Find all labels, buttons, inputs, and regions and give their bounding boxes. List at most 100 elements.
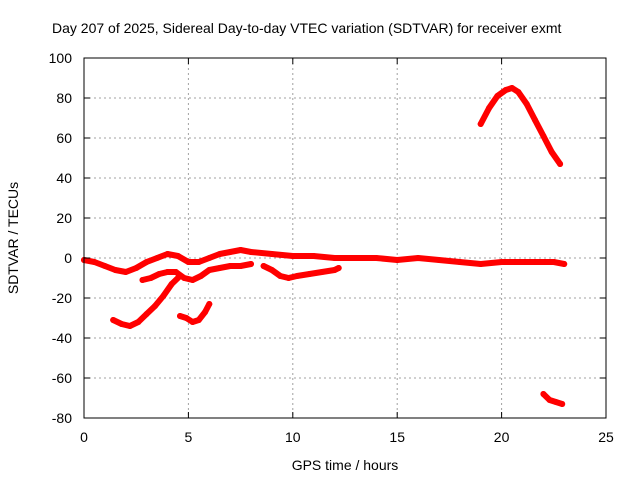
data-point	[477, 261, 484, 267]
data-point	[546, 397, 553, 403]
data-point	[306, 271, 313, 277]
data-point	[486, 105, 493, 111]
data-point	[540, 391, 547, 397]
data-point	[143, 259, 150, 265]
grid	[84, 58, 606, 418]
data-point	[156, 271, 163, 277]
y-tick-label: -80	[52, 410, 72, 426]
data-point	[189, 319, 196, 325]
series-track-e	[477, 85, 564, 167]
data-point	[559, 401, 566, 407]
data-point	[110, 317, 117, 323]
data-point	[498, 259, 505, 265]
data-point	[509, 85, 515, 91]
data-point	[319, 269, 325, 275]
data-point	[172, 269, 179, 275]
y-tick-label: -40	[52, 330, 72, 346]
y-tick-label: 60	[56, 130, 72, 146]
data-point	[268, 251, 275, 257]
data-point	[550, 259, 557, 265]
y-tick-label: 0	[64, 250, 72, 266]
data-point	[285, 275, 292, 281]
data-point	[122, 269, 129, 275]
y-axis-ticks: -80 -60 -40 -20 0 20 40 60 80 100	[49, 50, 606, 426]
data-point	[548, 149, 555, 155]
data-point	[101, 263, 108, 269]
x-tick-label: 10	[285, 429, 301, 445]
chart-title: Day 207 of 2025, Sidereal Day-to-day VTE…	[52, 20, 561, 36]
data-point	[394, 257, 401, 263]
data-point	[515, 89, 522, 95]
x-axis-ticks: 0 5 10 15 20 25	[80, 58, 614, 445]
data-point	[216, 251, 223, 257]
data-point	[477, 121, 484, 127]
x-tick-label: 15	[389, 429, 405, 445]
data-point	[540, 133, 547, 139]
data-point	[164, 251, 171, 257]
x-tick-label: 0	[80, 429, 88, 445]
y-axis-label: SDTVAR / TECUs	[5, 182, 21, 294]
data-point	[189, 277, 196, 283]
series-track-f	[540, 391, 566, 407]
data-point	[164, 269, 171, 275]
data-point	[175, 253, 181, 259]
data-point	[248, 249, 254, 255]
data-point	[352, 255, 359, 261]
data-point	[143, 311, 150, 317]
series-track-d	[260, 263, 342, 281]
data-point	[456, 259, 463, 265]
data-point	[561, 261, 568, 267]
x-tick-label: 25	[598, 429, 614, 445]
data-point	[91, 259, 98, 265]
data-point	[112, 267, 119, 273]
data-point	[557, 161, 564, 167]
x-axis-label: GPS time / hours	[292, 457, 399, 473]
data-point	[519, 259, 526, 265]
data-point	[260, 263, 267, 269]
data-point	[289, 253, 296, 259]
data-point	[147, 275, 154, 281]
data-point	[237, 247, 244, 253]
y-tick-label: -60	[52, 370, 72, 386]
data-point	[227, 263, 234, 269]
y-tick-label: -20	[52, 290, 72, 306]
data-point	[540, 259, 547, 265]
data-point	[436, 257, 442, 263]
y-tick-label: 100	[49, 50, 73, 66]
data-point	[195, 317, 202, 323]
data-point	[227, 249, 234, 255]
data-point	[331, 255, 338, 261]
data-point	[133, 265, 140, 271]
x-tick-label: 5	[185, 429, 193, 445]
data-point	[373, 255, 380, 261]
data-point	[494, 93, 501, 99]
data-point	[206, 255, 213, 261]
data-point	[118, 321, 125, 327]
data-point	[502, 87, 509, 93]
data-point	[202, 309, 209, 315]
data-point	[216, 265, 223, 271]
data-point	[532, 117, 538, 123]
data-point	[277, 273, 284, 279]
data-point	[152, 303, 158, 309]
data-point	[294, 273, 300, 279]
data-point	[237, 263, 244, 269]
data-point	[183, 315, 190, 321]
data-point	[154, 255, 161, 261]
data-point	[523, 101, 530, 107]
data-point	[197, 273, 204, 279]
data-point	[160, 293, 167, 299]
plot-frame	[83, 57, 607, 419]
data-point	[206, 301, 213, 307]
data-point	[415, 255, 422, 261]
data-point	[177, 273, 183, 279]
data-point	[248, 261, 254, 267]
x-tick-label: 20	[494, 429, 510, 445]
data-point	[177, 313, 183, 319]
data-point	[268, 267, 275, 273]
y-tick-label: 20	[56, 210, 72, 226]
data-point	[126, 323, 133, 329]
data-point	[335, 265, 342, 271]
data-point	[139, 277, 146, 283]
